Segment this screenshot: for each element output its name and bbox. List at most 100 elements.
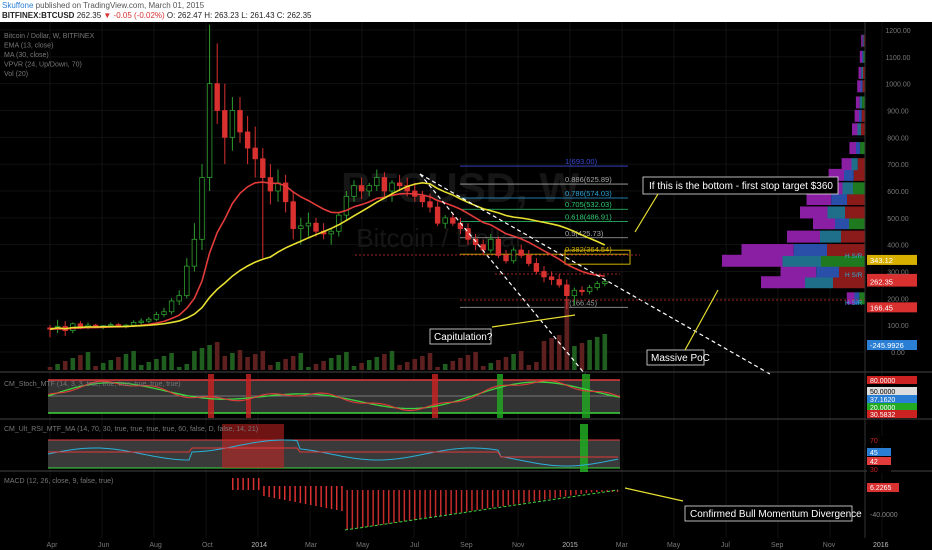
annotation-divergence[interactable]: Confirmed Bull Momentum Divergence [624,487,862,522]
volume-bar [473,352,478,370]
vpvr-bar [856,142,861,155]
vpvr-bar [863,66,865,79]
vpvr-bar [842,182,853,195]
macd-pane[interactable]: MACD (12, 26, close, 9, false, true) 6.22… [4,478,899,531]
fib-label: 0.5(425.73) [565,229,604,238]
stochastic-pane[interactable]: CM_Stoch_MTF (14, 3, 3, true, true, true… [4,374,917,419]
volume-bar [511,354,516,370]
price-axis[interactable]: 1200.00 1100.00 1000.00 900.00 800.00 700.00 6… [885,28,910,357]
volume-bar [397,365,402,370]
candle-body [358,185,365,192]
volume-bar [420,356,425,370]
legend-item: Vol (20) [4,71,28,78]
annotation-capitulation-arrow [491,314,576,328]
volume-bar [230,353,235,370]
vpvr-bar [863,50,865,63]
stoch-title: CM_Stoch_MTF (14, 3, 3, true, true, true… [4,381,181,388]
annotation-bottom-text: If this is the bottom - first stop targe… [649,181,833,192]
volume-bar [237,350,243,370]
vpvr-bar [849,217,865,230]
candle-body [214,83,220,111]
annotation-capitulation[interactable]: Capitulation? [429,314,576,345]
fibonacci-retracement: 1(693.00) 0.886(625.89) 0.786(574.03) 0.705… [460,157,631,308]
vpvr-bar [851,158,858,171]
price-tag-text: 166.45 [870,303,893,312]
stoch-tag: 50.0000 [870,389,895,396]
volume-bar [298,353,304,370]
volume-bar [313,364,319,370]
volume-bar [192,351,197,370]
trendline-steep[interactable] [419,173,586,375]
volume-bar [214,342,220,370]
candle-body [108,324,114,327]
vpvr-bar [857,123,861,136]
candle-body [396,182,403,187]
vpvr-bar [841,158,852,171]
volume-bar [518,351,524,370]
candle-body [450,217,456,224]
candle-body [366,185,372,192]
volume-bar [100,363,106,370]
fib-label: 0.786(574.03) [565,189,612,198]
volume-bar [534,362,539,370]
candle-body [298,225,304,229]
candle-body [564,284,570,297]
price-tag [867,254,917,265]
vpvr-bar [857,158,865,171]
candle-body [343,195,350,216]
vpvr-bar [844,168,854,181]
price-tag-text: 262.35 [870,278,893,287]
time-axis[interactable]: Apr Jun Aug Oct 2014 Mar May Jul Sep Nov 2015 Mar Ma… [47,542,889,549]
volume-bar [260,351,266,370]
vpvr-bar [805,276,833,289]
volume-bar [146,362,152,370]
annotation-bottom[interactable]: If this is the bottom - first stop targe… [634,176,839,233]
volume-bar [488,363,494,370]
candle-body [579,289,585,293]
volume-bar [572,346,577,370]
candle-body [503,254,509,262]
volume-bar [154,359,159,370]
candle-body [533,263,540,272]
fib-label: 0.705(532.03) [565,200,612,209]
vpvr-bar [861,66,863,79]
vpvr-bar [852,123,858,136]
volume-bar [55,364,60,370]
candle-body [252,147,258,160]
annotation-poc[interactable]: Massive PoC [646,289,719,366]
rsi-pane[interactable]: CM_Ult_RSI_MTF_MA (14, 70, 30, true, tru… [4,424,891,474]
candle-body [222,110,228,138]
candle-body [328,230,334,235]
time-tick: Jul [410,542,419,549]
volume-bar [359,363,364,370]
annotation-poc-text: Massive PoC [651,353,710,364]
candle-body [465,228,471,240]
vpvr-bar [858,66,862,79]
volume-bar [70,358,76,370]
time-tick: Nov [823,542,836,549]
candle-body [244,131,251,149]
vpvr-bar [761,276,805,289]
price-tick: 700.00 [887,162,909,169]
last-price: 262.35 [76,11,102,20]
candle-body [526,254,532,264]
vpvr-bar [855,96,860,109]
time-tick: Mar [616,542,629,549]
vpvr-bar [741,244,794,257]
time-tick: Apr [47,542,59,549]
legend-item: VPVR (24, Up/Down, 70) [4,62,82,69]
candle-body [518,249,524,256]
vpvr-bar [846,292,855,305]
author-link[interactable]: Skuffone [2,1,34,10]
trading-chart[interactable]: BTCUSD, W Bitcoin / Dollar Bitcoin / Dol… [0,22,932,550]
volume-bar [62,361,68,370]
stoch-d-line [47,380,621,412]
vpvr-bar [854,292,860,305]
candle-body [586,287,593,293]
volume-bar [465,355,471,370]
candle-body [602,281,608,284]
candle-body [161,311,167,315]
candle-body [488,238,494,251]
vpvr-bar [835,217,849,230]
